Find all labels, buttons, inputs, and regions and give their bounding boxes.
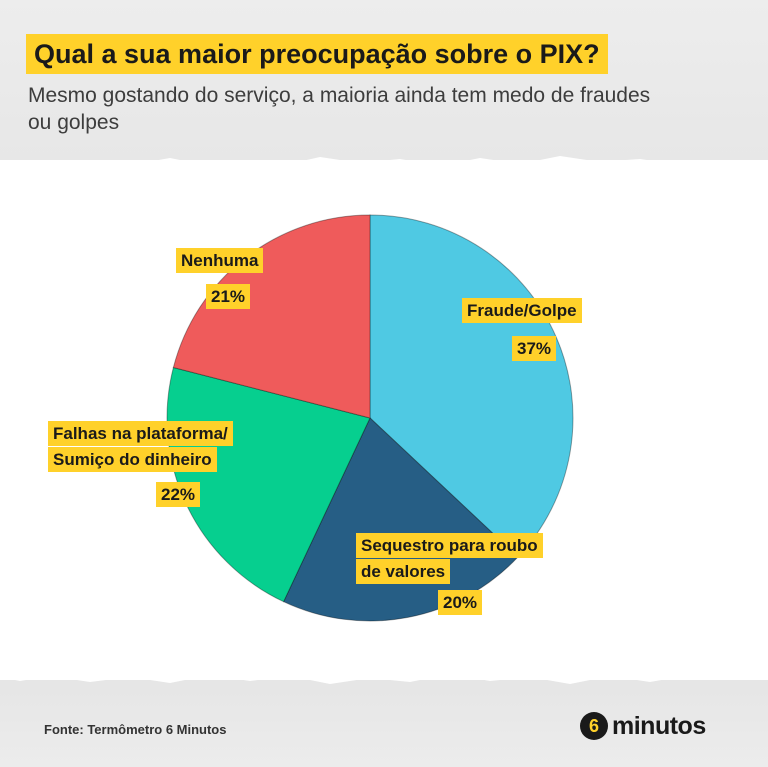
label-fraude-pct: 37% [512, 336, 557, 361]
label-sequestro-line2: de valores [356, 559, 451, 584]
label-falhas-line2: Sumiço do dinheiro [48, 447, 217, 472]
source-text: Fonte: Termômetro 6 Minutos [44, 722, 227, 737]
logo-six-icon: 6 [580, 712, 608, 740]
page-subtitle: Mesmo gostando do serviço, a maioria ain… [28, 84, 651, 134]
page-title: Qual a sua maior preocupação sobre o PIX… [26, 34, 608, 74]
label-sequestro-pct: 20% [438, 590, 483, 615]
label-fraude-name: Fraude/Golpe [462, 298, 582, 323]
label-falhas-pct: 22% [156, 482, 201, 507]
logo-text: minutos [612, 711, 706, 740]
torn-edge-bottom [0, 662, 768, 684]
label-nenhuma-name: Nenhuma [176, 248, 264, 273]
label-nenhuma-pct: 21% [206, 284, 251, 309]
label-sequestro-line1: Sequestro para roubo [356, 533, 543, 558]
background-top [0, 0, 768, 185]
brand-logo: 6 minutos [580, 708, 706, 744]
torn-edge-top [0, 156, 768, 178]
pie-slice-sequestro-para-roubo-de-valores [282, 417, 519, 622]
label-falhas-line1: Falhas na plataforma/ [48, 421, 233, 446]
